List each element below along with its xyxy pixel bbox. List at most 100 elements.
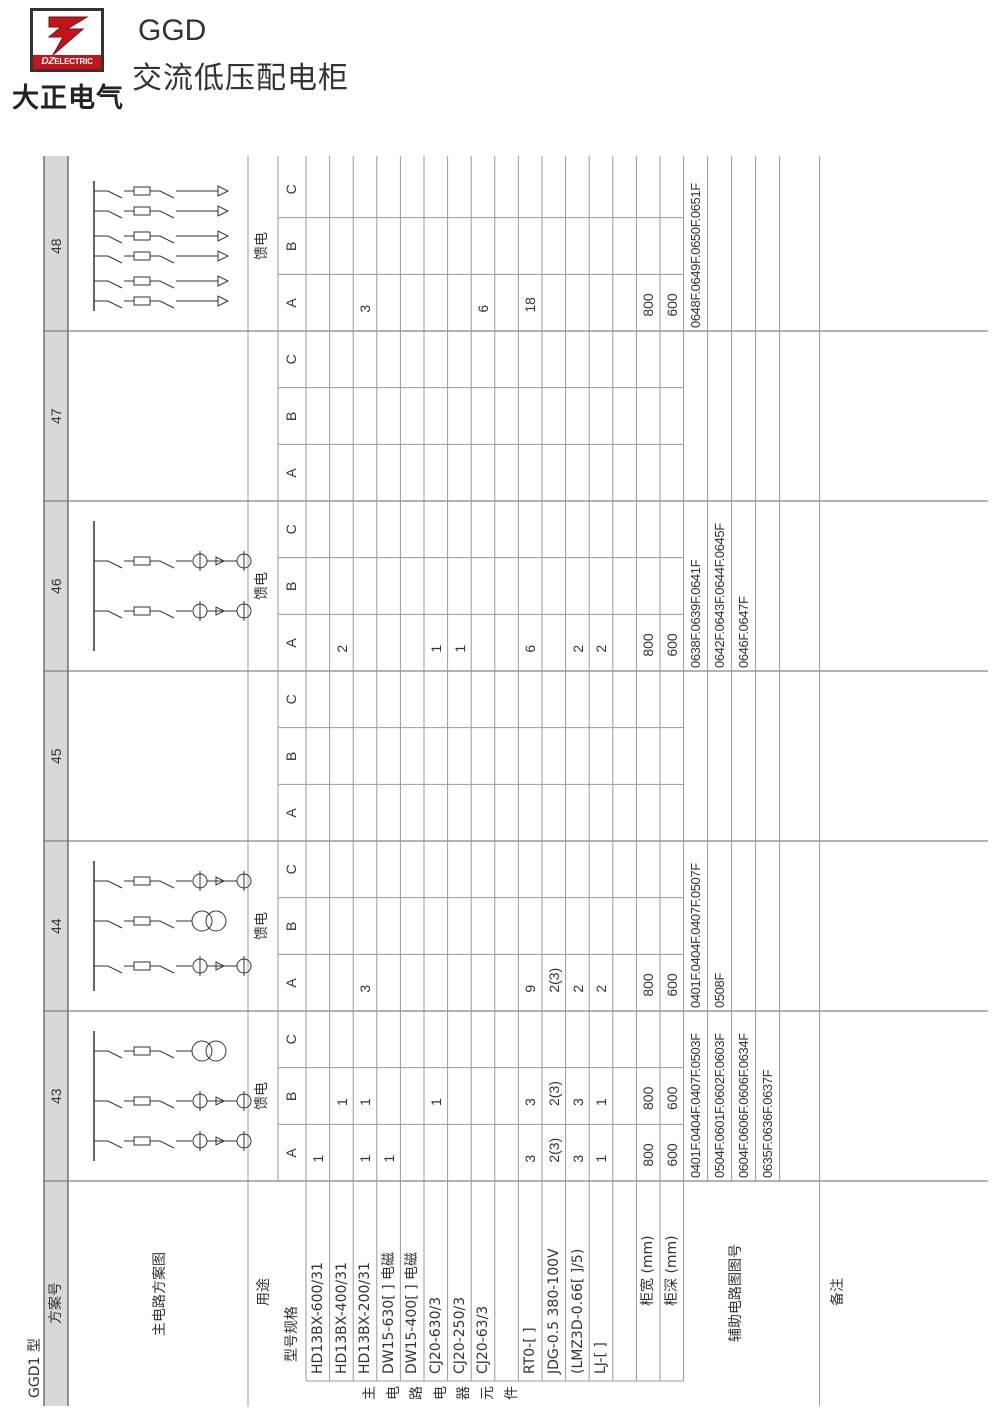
phase-label: B (283, 241, 299, 251)
main-element-label-char: 电 (432, 1386, 449, 1400)
phase-label: B (283, 581, 299, 591)
usage-feed-label: 馈电 (254, 912, 270, 940)
cabinet-width-value: 800 (640, 633, 657, 657)
component-quantity: 2(3) (546, 1137, 562, 1163)
phase-label: B (283, 921, 299, 931)
component-spec: HD13BX-600/31 (310, 1262, 326, 1374)
table-grid (43, 156, 988, 1406)
component-quantity: 1 (310, 1154, 326, 1163)
lightning-logo-icon (47, 16, 89, 56)
logo-banner: DZELECTRIC SET (33, 55, 101, 80)
component-quantity: 2 (593, 984, 610, 993)
phase-label: C (283, 1034, 299, 1045)
scheme-table: GGD1 型方案号 主电路方案图 用途 型号规格主电路电器元件 HD13BX-600/3… (24, 156, 988, 1406)
feeder-branch-symbol (94, 295, 230, 309)
component-spec: CJ20-250/3 (451, 1296, 468, 1374)
main-element-label-char: 主 (362, 1386, 378, 1400)
phase-label: C (283, 524, 299, 535)
usage-label: 用途 (256, 1278, 272, 1306)
component-quantity: 6 (522, 644, 539, 653)
component-spec: HD13BX-200/31 (357, 1262, 374, 1374)
scheme-number: 45 (48, 748, 64, 764)
component-quantity: 2(3) (546, 1081, 562, 1106)
feeder-branch-symbol (94, 871, 252, 891)
company-logo: DZELECTRIC SET (30, 8, 104, 80)
component-quantity: 3 (569, 1098, 586, 1106)
cabinet-depth-value: 600 (664, 973, 680, 997)
product-code-title: GGD (138, 14, 207, 47)
cabinet-depth-value: 600 (664, 1143, 680, 1167)
aux-circuit-number: 0638F.0639F.0641F (687, 559, 703, 668)
diagram-label: 主电路方案图 (152, 1252, 168, 1336)
product-name-title: 交流低压配电柜 (132, 61, 349, 96)
feeder-branch-symbol (94, 910, 227, 932)
cabinet-width-value: 800 (640, 293, 657, 317)
component-quantity: 2 (569, 644, 586, 653)
component-quantity: 1 (428, 1098, 444, 1106)
remark-label: 备注 (829, 1278, 846, 1306)
feeder-branch-symbol (94, 205, 230, 219)
component-spec: DW15-400[ ] 电磁 (404, 1251, 421, 1374)
component-quantity: 3 (522, 1154, 539, 1163)
component-quantity: 3 (357, 984, 374, 993)
component-quantity: 2(3) (546, 967, 562, 993)
scheme-number: 48 (48, 238, 64, 254)
main-element-label-char: 路 (409, 1386, 426, 1400)
cabinet-depth-value: 600 (664, 633, 680, 657)
aux-circuit-number: 0648F.0649F.0650F.0651F (687, 183, 703, 328)
aux-circuit-number: 0401F.0404F.0407F.0507F (687, 863, 703, 1008)
phase-label: A (283, 978, 299, 988)
component-spec: (LMZ3D-0.66[ ]/5) (569, 1248, 586, 1374)
aux-circuit-label: 辅助电路图图号 (727, 1244, 744, 1342)
feeder-branch-symbol (94, 551, 252, 571)
feeder-branch-symbol (94, 250, 230, 264)
aux-circuit-number: 0604F.0606F.0606F.0634F (735, 1033, 751, 1178)
usage-feed-label: 馈电 (254, 232, 270, 260)
component-spec: CJ20-63/3 (475, 1305, 492, 1374)
spec-label: 型号规格 (284, 1306, 300, 1362)
cabinet-width-value: 800 (640, 1086, 657, 1110)
usage-feed-label: 馈电 (254, 1082, 270, 1110)
phase-label: C (283, 864, 299, 875)
phase-label: A (283, 1148, 299, 1158)
scheme-number: 44 (48, 918, 64, 934)
component-quantity: 2 (593, 644, 610, 653)
component-spec: DW15-630[ ] 电磁 (380, 1251, 397, 1374)
scheme-number: 47 (48, 408, 64, 424)
feeder-branch-symbol (94, 230, 230, 244)
component-quantity: 1 (333, 1098, 350, 1106)
component-quantity: 3 (522, 1098, 539, 1106)
feeder-branch-symbol (94, 956, 252, 976)
feeder-branch-symbol (94, 275, 230, 289)
aux-circuit-number: 0508F (711, 973, 727, 1008)
component-spec: CJ20-630/3 (428, 1296, 444, 1374)
company-name-cn: 大正电气 (12, 83, 124, 114)
component-quantity: 3 (569, 1154, 586, 1163)
component-spec: RT0-[ ] (522, 1327, 539, 1374)
feeder-branch-symbol (94, 1131, 252, 1151)
scheme-label: 方案号 (48, 1282, 64, 1324)
component-spec: HD13BX-400/31 (333, 1262, 350, 1374)
phase-label: A (283, 638, 299, 648)
phase-label: A (283, 298, 299, 308)
main-element-label-char: 件 (503, 1386, 520, 1400)
phase-label: B (283, 411, 299, 421)
feeder-branch-symbol (94, 1091, 252, 1111)
scheme-number-band (44, 156, 68, 1406)
component-quantity: 9 (522, 984, 539, 993)
cabinet-depth-value: 600 (664, 293, 680, 317)
phase-label: B (283, 751, 299, 761)
feeder-branch-symbol (94, 185, 230, 199)
component-quantity: 1 (593, 1098, 610, 1106)
main-element-label-char: 元 (480, 1386, 496, 1400)
component-quantity: 18 (522, 297, 539, 313)
component-quantity: 2 (333, 644, 350, 653)
cabinet-depth-value: 600 (664, 1086, 680, 1110)
aux-circuit-number: 0646F.0647F (735, 596, 751, 669)
cabinet-width-label: 柜宽 (mm) (640, 1235, 657, 1306)
component-quantity: 1 (357, 1098, 374, 1106)
cabinet-width-value: 800 (640, 1143, 657, 1167)
feeder-branch-symbol (94, 601, 252, 621)
component-spec: LJ-[ ] (593, 1342, 610, 1374)
component-quantity: 1 (593, 1154, 610, 1163)
